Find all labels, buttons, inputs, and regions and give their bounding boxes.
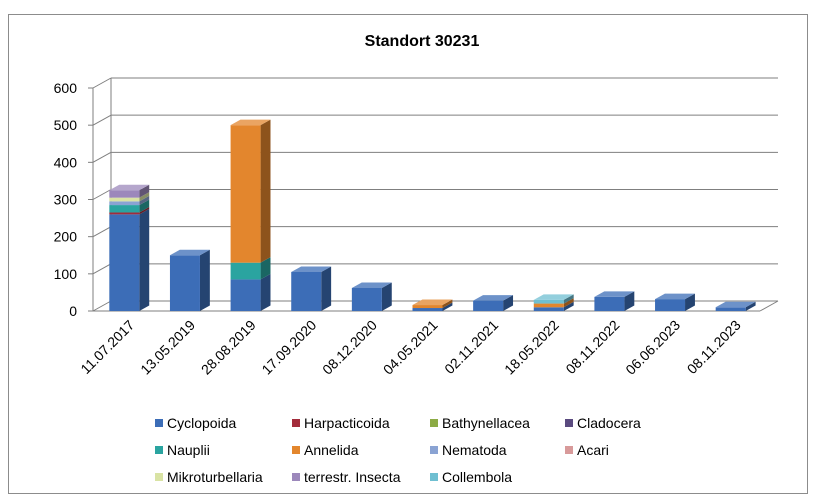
x-tick-label: 28.08.2019 [198, 317, 259, 378]
bar-segment-harpacticoida [109, 207, 150, 215]
gridline-side-500 [92, 114, 112, 126]
legend-swatch [155, 419, 163, 427]
bar-segment-mikroturbellaria [109, 192, 150, 202]
y-tick-label: 400 [54, 154, 78, 170]
y-tick-label: 100 [54, 266, 78, 282]
y-tick-labels: 0 100 200 300 400 500 600 [54, 80, 78, 319]
legend-label: terrestr. Insecta [304, 469, 401, 485]
legend-label: Nauplii [167, 442, 210, 458]
x-tick-label: 18.05.2022 [501, 317, 562, 378]
gridline-side-600 [92, 77, 112, 89]
legend-item: Bathynellacea [430, 415, 530, 431]
legend-item: Harpacticoida [292, 415, 390, 431]
bar-segment-nematoda [109, 195, 150, 206]
y-tick-label: 300 [54, 192, 78, 208]
legend-label: Bathynellacea [442, 415, 530, 431]
bar-segment-cyclopoida [169, 249, 210, 311]
gridline-side-400 [92, 151, 112, 163]
bar-segment-cyclopoida [715, 301, 756, 311]
legend-label: Harpacticoida [304, 415, 390, 431]
legend-swatch [292, 473, 300, 481]
legend-swatch [292, 419, 300, 427]
bar-segment-cyclopoida [533, 301, 574, 311]
bar-segment-cyclopoida [594, 291, 635, 311]
legend: Cyclopoida Harpacticoida Bathynellacea Clad… [155, 415, 641, 485]
bar-segment-annelida [230, 119, 271, 263]
y-tick-label: 0 [69, 303, 77, 319]
gridline-side-200 [92, 226, 112, 238]
bars [109, 119, 756, 311]
x-tick-label: 08.11.2022 [562, 317, 622, 377]
x-tick-label: 08.11.2023 [684, 317, 744, 377]
x-tick-label: 13.05.2019 [137, 317, 198, 378]
bar-segment-collembola [533, 294, 574, 304]
legend-label: Mikroturbellaria [167, 469, 263, 485]
legend-swatch [292, 446, 300, 454]
bar-segment-cyclopoida [412, 302, 453, 311]
bar-segment-annelida [533, 298, 574, 308]
legend-swatch [430, 473, 438, 481]
legend-swatch [565, 446, 573, 454]
chart-title: Standort 30231 [365, 33, 480, 50]
bar-segment-annelida [412, 299, 453, 309]
bar-segment-cyclopoida [230, 273, 271, 311]
x-tick-label: 11.07.2017 [77, 317, 137, 377]
legend-label: Annelida [304, 442, 359, 458]
legend-label: Cyclopoida [167, 415, 236, 431]
gridline-side-0 [92, 300, 112, 312]
legend-label: Nematoda [442, 442, 507, 458]
gridline-side-100 [92, 263, 112, 275]
legend-label: Acari [577, 442, 609, 458]
legend-item: Nematoda [430, 442, 507, 458]
y-tick-label: 600 [54, 80, 78, 96]
bar-segment-cyclopoida [655, 293, 695, 311]
y-tick-label: 500 [54, 117, 78, 133]
legend-item: terrestr. Insecta [292, 469, 401, 485]
legend-item: Mikroturbellaria [155, 469, 263, 485]
legend-item: Cyclopoida [155, 415, 236, 431]
legend-item: Collembola [430, 469, 512, 485]
floor-right-edge [759, 300, 779, 312]
bar-segment-terrestr-insecta [109, 184, 150, 198]
legend-item: Annelida [292, 442, 359, 458]
x-tick-label: 06.06.2023 [622, 317, 683, 378]
legend-item: Acari [565, 442, 609, 458]
bar-segment-nauplii [230, 257, 271, 280]
bar-segment-cyclopoida [473, 295, 514, 311]
legend-label: Collembola [442, 469, 512, 485]
legend-swatch [565, 419, 573, 427]
gridline-side-300 [92, 189, 112, 200]
x-tick-label: 08.12.2020 [319, 317, 380, 378]
x-tick-label: 02.11.2021 [441, 317, 501, 377]
legend-item: Nauplii [155, 442, 210, 458]
bar-segment-cyclopoida [109, 208, 150, 311]
bar-segment-nauplii [109, 199, 150, 213]
legend-item: Cladocera [565, 415, 641, 431]
legend-swatch [430, 419, 438, 427]
legend-swatch [155, 446, 163, 454]
legend-label: Cladocera [577, 415, 641, 431]
legend-swatch [155, 473, 163, 481]
x-tick-label: 17.09.2020 [258, 317, 319, 378]
y-tick-label: 200 [54, 229, 78, 245]
x-tick-label: 04.05.2021 [380, 317, 441, 378]
x-tick-labels: 11.07.2017 13.05.2019 28.08.2019 17.09.2020… [77, 317, 744, 378]
legend-swatch [430, 446, 438, 454]
bar-segment-cyclopoida [351, 282, 392, 311]
bar-segment-cyclopoida [291, 266, 332, 311]
